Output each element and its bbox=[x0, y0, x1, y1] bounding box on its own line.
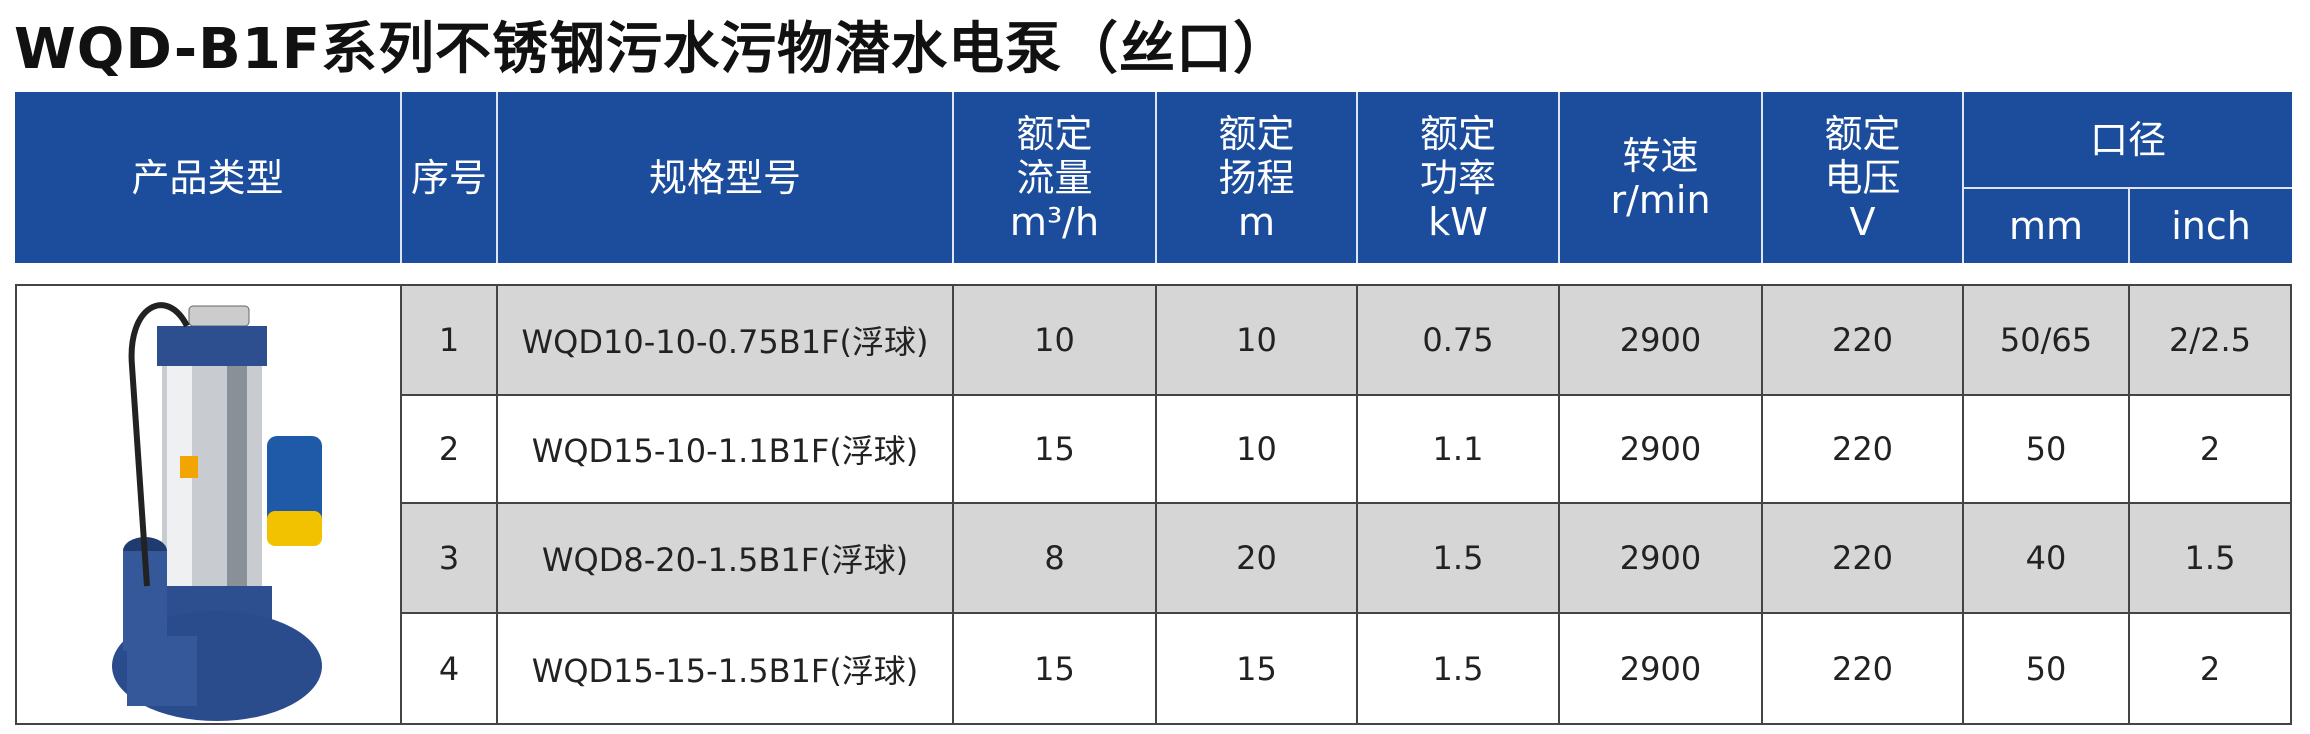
header-group: 口径 bbox=[1964, 92, 2292, 189]
table-cell: 1.5 bbox=[1358, 614, 1560, 725]
table-cell: 1.5 bbox=[2130, 504, 2292, 614]
header-text: 产品类型 bbox=[131, 155, 284, 200]
header-text: 额定 bbox=[1419, 111, 1496, 156]
table-cell: 220 bbox=[1763, 284, 1964, 396]
header-cell: 产品类型 bbox=[15, 92, 402, 263]
header-text: 功率 bbox=[1419, 155, 1496, 200]
table-cell: 50/65 bbox=[1964, 284, 2130, 396]
table-cell: 3 bbox=[402, 504, 498, 614]
header-text: m³/h bbox=[1009, 199, 1100, 244]
table-cell: WQD15-10-1.1B1F(浮球) bbox=[498, 396, 954, 504]
table-cell: 220 bbox=[1763, 504, 1964, 614]
table-cell: WQD10-10-0.75B1F(浮球) bbox=[498, 284, 954, 396]
header-cell: 规格型号 bbox=[498, 92, 954, 263]
header-text: 电压 bbox=[1824, 155, 1901, 200]
table-cell: 220 bbox=[1763, 396, 1964, 504]
header-text: 规格型号 bbox=[648, 155, 801, 200]
table-cell: 10 bbox=[954, 284, 1157, 396]
header-text: V bbox=[1849, 199, 1876, 244]
table-cell: 1 bbox=[402, 284, 498, 396]
table-cell: 15 bbox=[1157, 614, 1358, 725]
table-cell: 2 bbox=[2130, 614, 2292, 725]
header-cell: 额定 电压 V bbox=[1763, 92, 1964, 263]
table-cell: 20 bbox=[1157, 504, 1358, 614]
table-cell: 220 bbox=[1763, 614, 1964, 725]
header-cell: 额定 扬程 m bbox=[1157, 92, 1358, 263]
header-text: 额定 bbox=[1016, 111, 1093, 156]
header-text: m bbox=[1237, 199, 1276, 244]
title: WQD-B1F系列不锈钢污水污物潜水电泵（丝口） bbox=[14, 17, 1291, 82]
header-text: 流量 bbox=[1016, 155, 1093, 200]
table-cell: 1.1 bbox=[1358, 396, 1560, 504]
table-cell: 40 bbox=[1964, 504, 2130, 614]
table-cell: 2/2.5 bbox=[2130, 284, 2292, 396]
header-cell: 额定 流量 m³/h bbox=[954, 92, 1157, 263]
header-subcell: inch bbox=[2130, 189, 2292, 263]
table-cell: 15 bbox=[954, 614, 1157, 725]
table-cell: 4 bbox=[402, 614, 498, 725]
table-cell: 8 bbox=[954, 504, 1157, 614]
table-cell: 10 bbox=[1157, 284, 1358, 396]
header-text: 额定 bbox=[1824, 111, 1901, 156]
table-cell: 1.5 bbox=[1358, 504, 1560, 614]
table-cell: 2900 bbox=[1560, 504, 1763, 614]
table-cell: 2900 bbox=[1560, 284, 1763, 396]
table-cell: 0.75 bbox=[1358, 284, 1560, 396]
table-cell: 2 bbox=[402, 396, 498, 504]
table-cell: 10 bbox=[1157, 396, 1358, 504]
header-text: kW bbox=[1428, 199, 1488, 244]
table-cell: 50 bbox=[1964, 396, 2130, 504]
header-text: 转速 bbox=[1622, 133, 1699, 178]
header-cell: 序号 bbox=[402, 92, 498, 263]
header-cell: 转速 r/min bbox=[1560, 92, 1763, 263]
table-cell: WQD15-15-1.5B1F(浮球) bbox=[498, 614, 954, 725]
header-cell: 额定 功率 kW bbox=[1358, 92, 1560, 263]
header-text: r/min bbox=[1610, 177, 1711, 222]
pump-image bbox=[17, 286, 400, 723]
header-text: 扬程 bbox=[1218, 155, 1295, 200]
header-text: 序号 bbox=[410, 155, 487, 200]
table-cell: 50 bbox=[1964, 614, 2130, 725]
header-subcell: mm bbox=[1964, 189, 2130, 263]
table-cell: 2 bbox=[2130, 396, 2292, 504]
image-cell bbox=[15, 284, 402, 725]
table-cell: 2900 bbox=[1560, 614, 1763, 725]
table-cell: 15 bbox=[954, 396, 1157, 504]
header-text: 额定 bbox=[1218, 111, 1295, 156]
table-cell: WQD8-20-1.5B1F(浮球) bbox=[498, 504, 954, 614]
table-cell: 2900 bbox=[1560, 396, 1763, 504]
